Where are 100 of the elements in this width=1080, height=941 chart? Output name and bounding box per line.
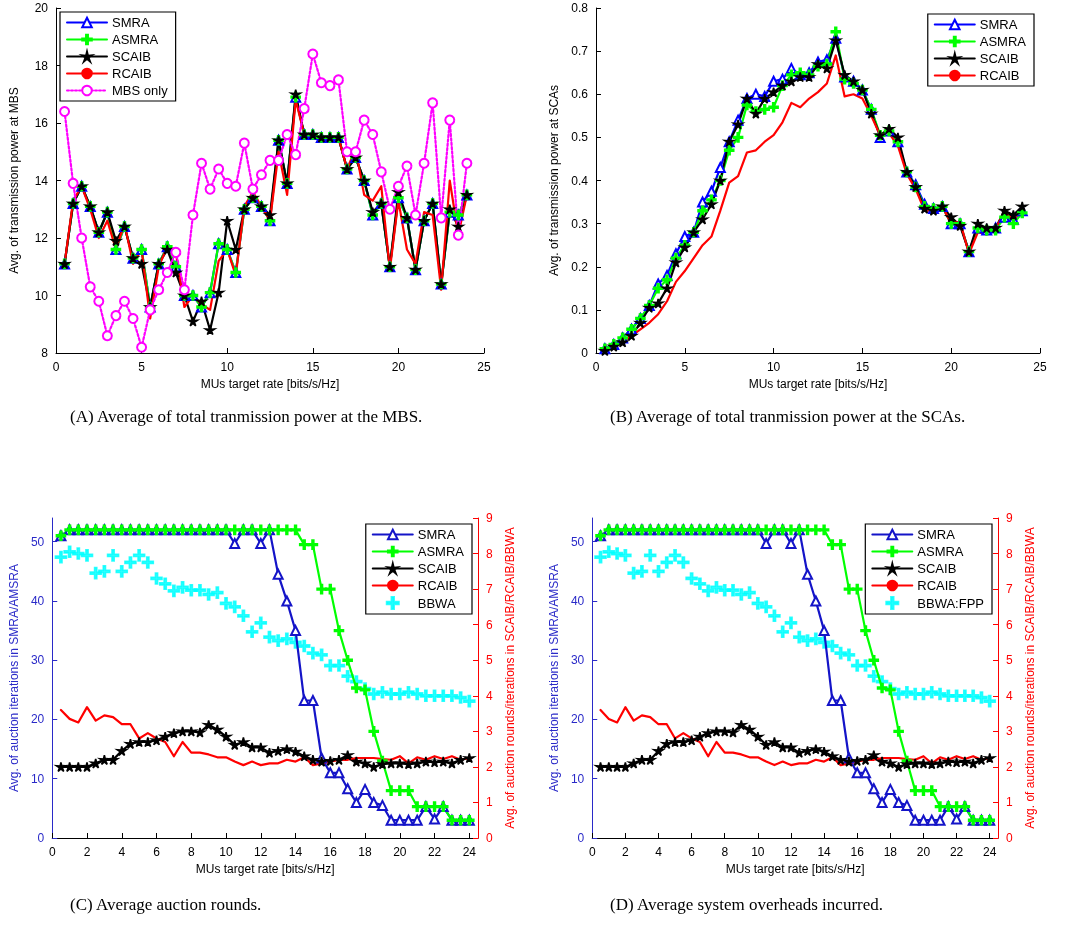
x-tick-label: 5 bbox=[681, 360, 689, 374]
y2-tick-label: 6 bbox=[486, 617, 493, 632]
y-tick-label: 16 bbox=[34, 116, 49, 130]
text: (C) Average auction rounds. bbox=[70, 894, 262, 914]
y-tick-label: 30 bbox=[570, 653, 585, 668]
y2-tick-label: 0 bbox=[1006, 831, 1013, 845]
y-tick-label: 20 bbox=[30, 712, 45, 727]
y-tick-label: 20 bbox=[570, 712, 585, 727]
y2-tick-label: 7 bbox=[486, 582, 493, 597]
legend-label: RCAIB bbox=[112, 66, 152, 81]
y2-tick-label: 1 bbox=[486, 795, 493, 810]
legend-label: SCAIB bbox=[979, 51, 1019, 66]
x-tick-label: 12 bbox=[254, 845, 268, 859]
x-axis-title: MUs target rate [bits/s/Hz] bbox=[748, 376, 888, 391]
y-tick-label: 0.1 bbox=[571, 302, 589, 317]
legend-label: BBWA bbox=[417, 595, 456, 611]
legend-label: SMRA bbox=[979, 17, 1018, 32]
x-tick-label: 16 bbox=[323, 845, 338, 859]
legend-label: ASMRA bbox=[979, 34, 1027, 49]
y2-tick-label: 9 bbox=[486, 511, 493, 525]
y2-tick-label: 8 bbox=[486, 546, 493, 561]
legend-label: RCAIB bbox=[417, 578, 458, 593]
x-tick-label: 0 bbox=[52, 360, 60, 374]
y-tick-label: 0 bbox=[581, 346, 589, 360]
x-tick-label: 14 bbox=[817, 845, 832, 859]
y-tick-label: 20 bbox=[34, 1, 49, 15]
x-tick-label: 12 bbox=[784, 845, 798, 859]
y2-axis-title: Avg. of auction rounds/iterations in SCAIB/RCAIB/BBWA bbox=[1022, 527, 1037, 829]
y-axis-title: Avg. of transmission power at SCAs bbox=[547, 84, 561, 277]
y2-tick-label: 1 bbox=[1006, 795, 1013, 810]
x-tick-label: 6 bbox=[153, 845, 161, 859]
y2-tick-label: 3 bbox=[1006, 724, 1013, 739]
y-tick-label: 10 bbox=[30, 771, 45, 786]
y-tick-label: 0.4 bbox=[571, 173, 589, 188]
y2-tick-label: 2 bbox=[486, 759, 493, 774]
x-tick-label: 20 bbox=[944, 360, 959, 374]
y-axis-title: Avg. of transmission power at MBS bbox=[7, 87, 21, 274]
x-tick-label: 18 bbox=[883, 845, 898, 859]
y2-tick-label: 5 bbox=[486, 653, 493, 668]
y-axis-title: Avg. of auction iterations in SMRA/AMSRA bbox=[7, 564, 21, 792]
legend-label: BBWA:FPP bbox=[917, 595, 985, 611]
x-tick-label: 4 bbox=[118, 845, 126, 859]
y2-axis-title: Avg. of auction rounds/iterations in SCAIB/RCAIB/BBWA bbox=[502, 527, 517, 829]
y-tick-label: 0 bbox=[577, 831, 585, 845]
legend-label: SMRA bbox=[917, 527, 956, 542]
y2-tick-label: 4 bbox=[486, 688, 493, 703]
legend-label: RCAIB bbox=[979, 68, 1020, 83]
x-tick-label: 22 bbox=[427, 845, 442, 859]
x-tick-label: 4 bbox=[655, 845, 663, 859]
y-tick-label: 8 bbox=[41, 346, 49, 360]
x-tick-label: 24 bbox=[462, 845, 477, 859]
y-tick-label: 40 bbox=[570, 593, 585, 608]
legend-label: SMRA bbox=[417, 527, 456, 542]
y-tick-label: 18 bbox=[34, 58, 49, 73]
x-tick-label: 5 bbox=[138, 360, 146, 374]
y-tick-label: 0.2 bbox=[571, 259, 589, 274]
y2-tick-label: 0 bbox=[486, 831, 493, 845]
x-tick-label: 15 bbox=[306, 360, 320, 374]
y-tick-label: 30 bbox=[30, 653, 45, 668]
x-axis-title: MUs target rate [bits/s/Hz] bbox=[195, 861, 335, 876]
legend-label: MBS only bbox=[112, 83, 169, 98]
legend-label: SCAIB bbox=[917, 561, 957, 576]
x-tick-label: 10 bbox=[219, 845, 234, 859]
x-tick-label: 20 bbox=[391, 360, 406, 374]
x-tick-label: 22 bbox=[949, 845, 964, 859]
y2-tick-label: 7 bbox=[1006, 582, 1013, 597]
text: (A) Average of total tranmission power at the MBS. bbox=[70, 406, 423, 426]
x-tick-label: 10 bbox=[220, 360, 235, 374]
x-tick-label: 18 bbox=[358, 845, 373, 859]
x-tick-label: 2 bbox=[83, 845, 91, 859]
x-tick-label: 8 bbox=[187, 845, 195, 859]
y-tick-label: 0.3 bbox=[571, 216, 589, 231]
legend-label: SMRA bbox=[112, 15, 150, 30]
y-tick-label: 0.6 bbox=[571, 87, 589, 102]
y2-tick-label: 3 bbox=[486, 724, 493, 739]
x-tick-label: 20 bbox=[916, 845, 931, 859]
text: (D) Average system overheads incurred. bbox=[610, 894, 883, 914]
x-tick-label: 14 bbox=[288, 845, 303, 859]
x-axis-title: MUs target rate [bits/s/Hz] bbox=[200, 376, 340, 391]
text: (B) Average of total tranmission power at the SCAs. bbox=[610, 406, 966, 426]
y-tick-label: 0.5 bbox=[571, 130, 589, 145]
y-tick-label: 14 bbox=[34, 173, 49, 188]
x-tick-label: 16 bbox=[850, 845, 865, 859]
x-tick-label: 25 bbox=[477, 360, 491, 374]
legend-label: SCAIB bbox=[417, 561, 457, 576]
y-tick-label: 40 bbox=[30, 593, 45, 608]
x-tick-label: 25 bbox=[1033, 360, 1047, 374]
legend-label: ASMRA bbox=[112, 32, 159, 47]
y2-tick-label: 2 bbox=[1006, 759, 1013, 774]
x-tick-label: 20 bbox=[393, 845, 407, 859]
y2-tick-label: 6 bbox=[1006, 617, 1013, 632]
x-tick-label: 10 bbox=[766, 360, 781, 374]
legend-label: SCAIB bbox=[112, 49, 152, 64]
y-tick-label: 12 bbox=[34, 231, 49, 245]
x-tick-label: 15 bbox=[855, 360, 870, 374]
x-tick-label: 2 bbox=[622, 845, 630, 859]
legend-label: ASMRA bbox=[917, 544, 964, 559]
y2-tick-label: 5 bbox=[1006, 653, 1013, 668]
legend-label: RCAIB bbox=[917, 578, 958, 593]
y2-tick-label: 9 bbox=[1006, 511, 1013, 525]
